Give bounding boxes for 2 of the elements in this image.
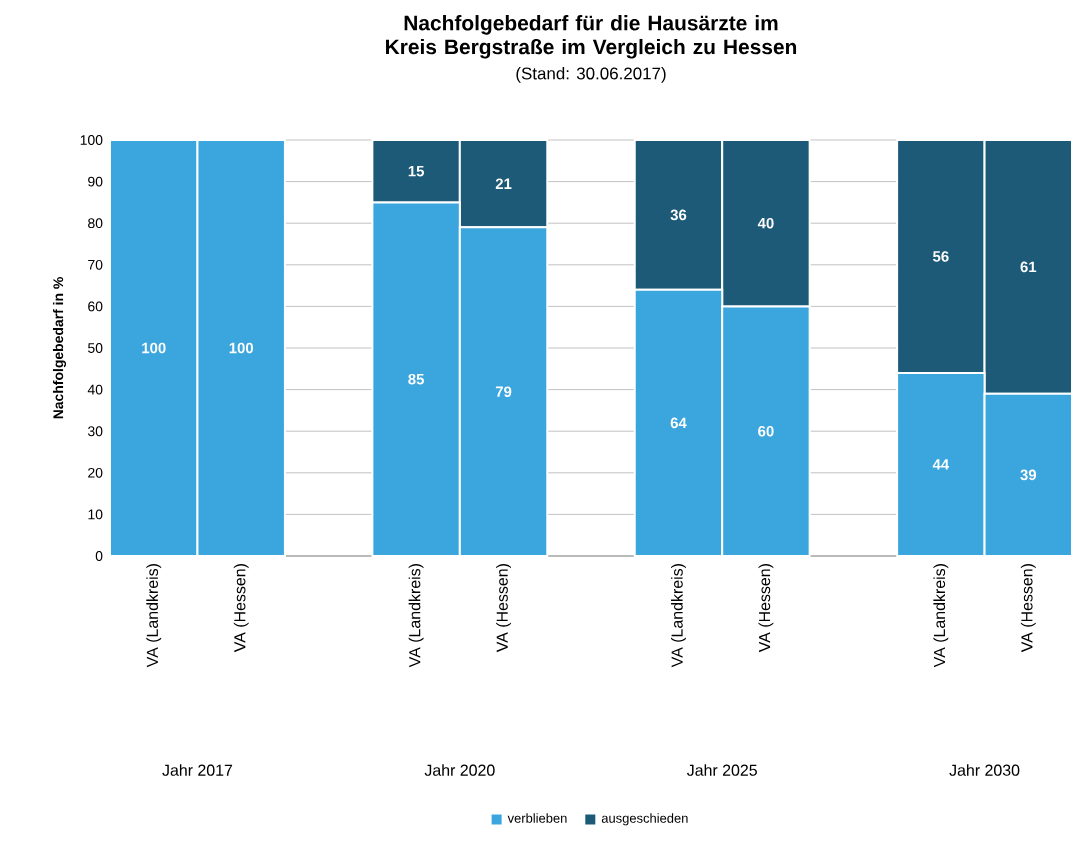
chart-title: Nachfolgebedarf für die Hausärzte im Kreis Bergstraße im Vergleich zu Hessen <box>386 15 797 59</box>
chart-subtitle: (Stand: 30.06.2017) <box>516 67 666 83</box>
